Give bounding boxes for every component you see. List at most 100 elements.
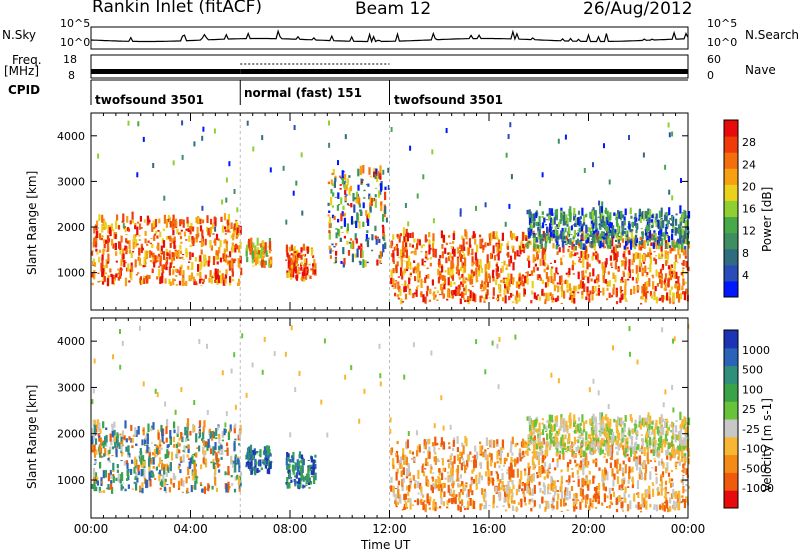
power-echo-cell: [209, 270, 212, 277]
velocity-echo-cell: [546, 474, 549, 478]
power-echo-cell: [658, 231, 661, 236]
power-echo-cell: [439, 255, 442, 259]
power-echo-cell: [491, 270, 495, 279]
power-echo-cell: [667, 236, 671, 243]
velocity-echo-cell: [163, 487, 166, 492]
power-echo-cell: [303, 278, 306, 282]
power-colorbar-swatch: [724, 120, 738, 137]
power-echo-cell: [397, 276, 400, 278]
power-echo-cell: [364, 260, 367, 267]
velocity-echo-cell: [469, 484, 472, 493]
power-echo-cell: [130, 252, 133, 258]
power-speckle: [404, 203, 407, 208]
velocity-echo-cell: [250, 460, 253, 467]
velocity-echo-cell: [666, 441, 669, 444]
velocity-echo-cell: [290, 479, 293, 483]
power-speckle: [671, 131, 674, 137]
power-echo-cell: [542, 235, 545, 242]
power-echo-cell: [258, 250, 261, 253]
power-echo-cell: [408, 277, 411, 285]
power-echo-cell: [112, 279, 115, 286]
power-echo-cell: [409, 262, 412, 270]
velocity-echo-cell: [602, 438, 605, 447]
velocity-echo-cell: [220, 456, 223, 460]
velocity-echo-cell: [645, 488, 648, 495]
velocity-echo-cell: [135, 482, 138, 491]
power-echo-cell: [434, 287, 437, 289]
power-echo-cell: [288, 246, 291, 252]
power-echo-cell: [299, 252, 302, 255]
velocity-echo-cell: [500, 487, 503, 491]
power-echo-cell: [518, 273, 521, 278]
velocity-echo-cell: [597, 437, 600, 442]
velocity-echo-cell: [95, 432, 98, 434]
velocity-echo-cell: [682, 475, 685, 477]
power-speckle: [172, 160, 175, 166]
power-echo-cell: [543, 218, 546, 220]
velocity-echo-cell: [182, 480, 185, 487]
power-echo-cell: [582, 243, 585, 248]
power-echo-cell: [167, 235, 170, 240]
velocity-echo-cell: [498, 491, 501, 501]
freq-panel-frame: [90, 54, 689, 79]
power-echo-cell: [590, 220, 593, 227]
power-speckle: [642, 152, 645, 158]
velocity-echo-cell: [154, 478, 157, 480]
power-echo-cell: [481, 283, 484, 288]
power-echo-cell: [588, 272, 592, 277]
velocity-echo-cell: [417, 481, 420, 488]
power-echo-cell: [492, 231, 495, 239]
power-echo-cell: [591, 226, 594, 233]
power-echo-cell: [469, 244, 472, 248]
power-echo-cell: [95, 245, 98, 247]
velocity-echo-cell: [511, 452, 514, 456]
power-echo-cell: [588, 263, 591, 268]
power-echo-cell: [461, 261, 464, 269]
power-echo-cell: [411, 296, 415, 298]
power-echo-cell: [175, 284, 178, 286]
power-echo-cell: [431, 243, 435, 252]
power-echo-cell: [216, 250, 219, 256]
velocity-echo-cell: [427, 481, 430, 487]
velocity-echo-cell: [529, 430, 532, 436]
velocity-echo-cell: [592, 425, 595, 430]
velocity-echo-cell: [519, 452, 522, 462]
velocity-echo-cell: [312, 459, 315, 469]
velocity-echo-cell: [452, 439, 455, 447]
power-echo-cell: [680, 292, 683, 300]
power-echo-cell: [573, 285, 576, 290]
power-echo-cell: [516, 300, 519, 303]
velocity-echo-cell: [602, 427, 605, 433]
power-echo-cell: [218, 270, 221, 273]
power-echo-cell: [585, 240, 588, 244]
power-echo-cell: [621, 238, 625, 243]
power-echo-cell: [660, 213, 663, 218]
velocity-echo-cell: [472, 468, 475, 472]
velocity-echo-cell: [584, 477, 588, 481]
power-echo-cell: [618, 225, 621, 234]
velocity-echo-cell: [564, 495, 567, 501]
power-echo-cell: [139, 216, 142, 222]
velocity-echo-cell: [116, 469, 119, 473]
velocity-echo-cell: [93, 424, 96, 434]
power-echo-cell: [654, 219, 657, 224]
power-echo-cell: [401, 271, 404, 280]
velocity-echo-cell: [543, 424, 546, 426]
power-echo-cell: [682, 218, 686, 222]
power-echo-cell: [505, 278, 508, 286]
power-speckle: [344, 134, 347, 140]
power-echo-cell: [400, 257, 403, 262]
power-echo-cell: [458, 288, 461, 294]
power-echo-cell: [535, 244, 538, 247]
power-echo-cell: [667, 278, 670, 282]
power-echo-cell: [619, 286, 622, 294]
velocity-echo-cell: [598, 467, 601, 471]
velocity-echo-cell: [526, 485, 529, 493]
power-echo-cell: [661, 264, 665, 270]
power-echo-cell: [357, 245, 360, 250]
power-echo-cell: [645, 254, 649, 258]
power-echo-cell: [168, 250, 171, 254]
velocity-echo-cell: [155, 444, 158, 449]
velocity-echo-cell: [557, 451, 560, 454]
